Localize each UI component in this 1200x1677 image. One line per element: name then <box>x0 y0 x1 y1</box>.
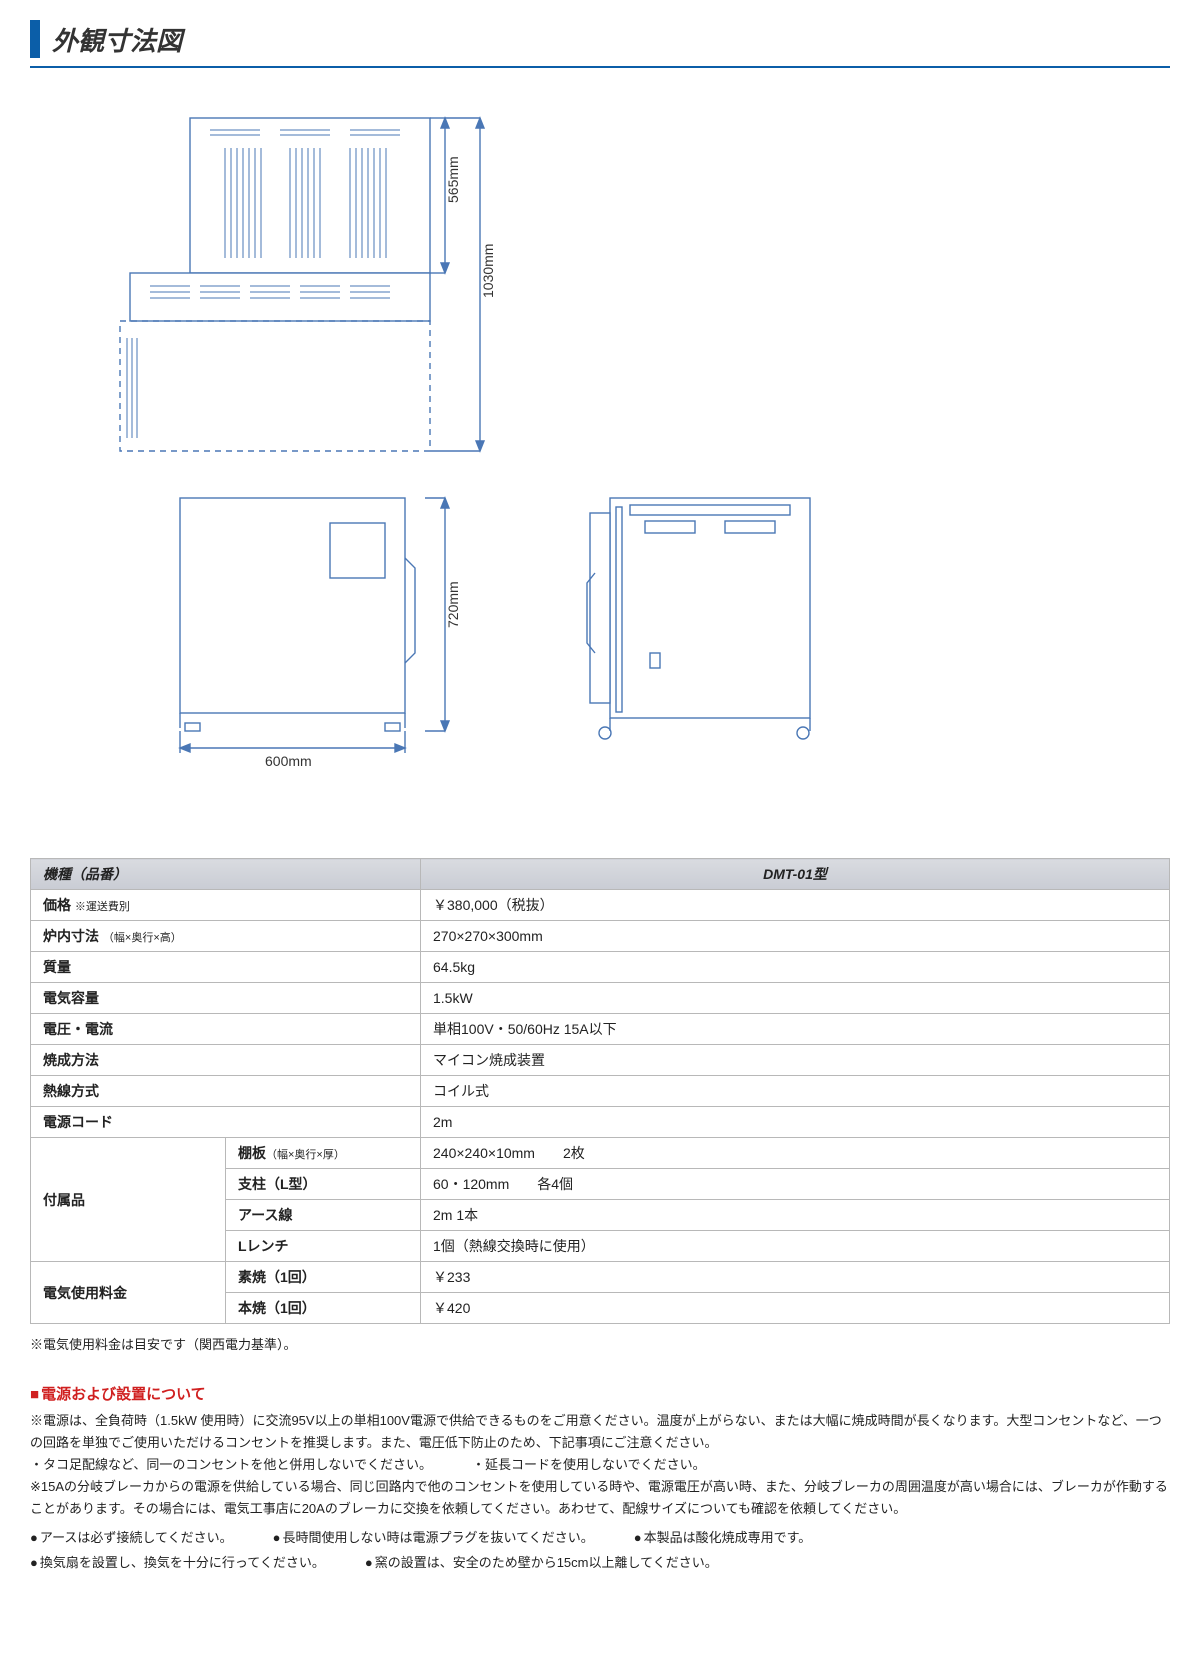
title-accent-bar <box>30 20 40 58</box>
row-label: 電気容量 <box>31 983 421 1014</box>
table-row: 炉内寸法 （幅×奥行×高）270×270×300mm <box>31 921 1170 952</box>
accessory-value: 240×240×10mm 2枚 <box>421 1138 1170 1169</box>
row-value: 2m <box>421 1107 1170 1138</box>
accessory-name: Lレンチ <box>226 1231 421 1262</box>
bullet-item: アースは必ず接続してください。 <box>30 1526 233 1551</box>
para1-li1: ・タコ足配線など、同一のコンセントを他と併用しないでください。 <box>30 1454 432 1476</box>
row-value: 単相100V・50/60Hz 15A以下 <box>421 1014 1170 1045</box>
usagefee-label: 電気使用料金 <box>31 1262 226 1324</box>
para2: ※15Aの分岐ブレーカからの電源を供給している場合、同じ回路内で他のコンセントを… <box>30 1476 1170 1520</box>
row-label: 価格 ※運送費別 <box>31 890 421 921</box>
dimension-diagram: 565mm 1030mm 720mm 600mm <box>30 98 1170 778</box>
accessory-value: 1個（熱線交換時に使用） <box>421 1231 1170 1262</box>
table-row: 電源コード2m <box>31 1107 1170 1138</box>
usagefee-value: ￥420 <box>421 1293 1170 1324</box>
row-value: ￥380,000（税抜） <box>421 890 1170 921</box>
table-row: 質量64.5kg <box>31 952 1170 983</box>
row-label: 質量 <box>31 952 421 983</box>
table-footnote: ※電気使用料金は目安です（関西電力基準）。 <box>30 1334 1170 1353</box>
usagefee-name: 素焼（1回） <box>226 1262 421 1293</box>
row-value: 1.5kW <box>421 983 1170 1014</box>
page-title-row: 外観寸法図 <box>30 20 1170 58</box>
table-row: 電圧・電流単相100V・50/60Hz 15A以下 <box>31 1014 1170 1045</box>
header-label: 機種（品番） <box>31 859 421 890</box>
dim-total-height: 1030mm <box>480 244 496 298</box>
table-row: 価格 ※運送費別￥380,000（税抜） <box>31 890 1170 921</box>
row-value: マイコン焼成装置 <box>421 1045 1170 1076</box>
row-label: 電源コード <box>31 1107 421 1138</box>
power-install-section: 電源および設置について ※電源は、全負荷時（1.5kW 使用時）に交流95V以上… <box>30 1383 1170 1576</box>
row-label: 電圧・電流 <box>31 1014 421 1045</box>
table-row: 熱線方式コイル式 <box>31 1076 1170 1107</box>
accessory-name: アース線 <box>226 1200 421 1231</box>
spec-table: 機種（品番） DMT-01型 価格 ※運送費別￥380,000（税抜）炉内寸法 … <box>30 858 1170 1324</box>
accessory-name: 棚板（幅×奥行×厚） <box>226 1138 421 1169</box>
dim-top-height: 565mm <box>445 156 461 203</box>
bullet-item: 長時間使用しない時は電源プラグを抜いてください。 <box>273 1526 594 1551</box>
usagefee-value: ￥233 <box>421 1262 1170 1293</box>
accessory-value: 2m 1本 <box>421 1200 1170 1231</box>
para1-li2: ・延長コードを使用しないでください。 <box>472 1454 706 1476</box>
row-value: コイル式 <box>421 1076 1170 1107</box>
section-heading: 電源および設置について <box>30 1383 1170 1404</box>
page-title: 外観寸法図 <box>52 21 182 58</box>
dim-front-width: 600mm <box>265 753 312 769</box>
bullet-item: 換気扇を設置し、換気を十分に行ってください。 <box>30 1551 325 1576</box>
accessory-value: 60・120mm 各4個 <box>421 1169 1170 1200</box>
table-row: 電気使用料金素焼（1回）￥233 <box>31 1262 1170 1293</box>
table-row: 焼成方法マイコン焼成装置 <box>31 1045 1170 1076</box>
bullet-item: 窯の設置は、安全のため壁から15cm以上離してください。 <box>365 1551 718 1576</box>
row-label: 焼成方法 <box>31 1045 421 1076</box>
header-model: DMT-01型 <box>421 859 1170 890</box>
table-header-row: 機種（品番） DMT-01型 <box>31 859 1170 890</box>
row-value: 64.5kg <box>421 952 1170 983</box>
usagefee-name: 本焼（1回） <box>226 1293 421 1324</box>
row-label: 炉内寸法 （幅×奥行×高） <box>31 921 421 952</box>
row-value: 270×270×300mm <box>421 921 1170 952</box>
bullet-item: 本製品は酸化焼成専用です。 <box>634 1526 812 1551</box>
table-row: 電気容量1.5kW <box>31 983 1170 1014</box>
title-underline <box>30 66 1170 68</box>
table-row: 付属品棚板（幅×奥行×厚）240×240×10mm 2枚 <box>31 1138 1170 1169</box>
para1: ※電源は、全負荷時（1.5kW 使用時）に交流95V以上の単相100V電源で供給… <box>30 1410 1170 1454</box>
dim-front-height: 720mm <box>445 581 461 628</box>
row-label: 熱線方式 <box>31 1076 421 1107</box>
accessory-name: 支柱（L型） <box>226 1169 421 1200</box>
accessories-label: 付属品 <box>31 1138 226 1262</box>
